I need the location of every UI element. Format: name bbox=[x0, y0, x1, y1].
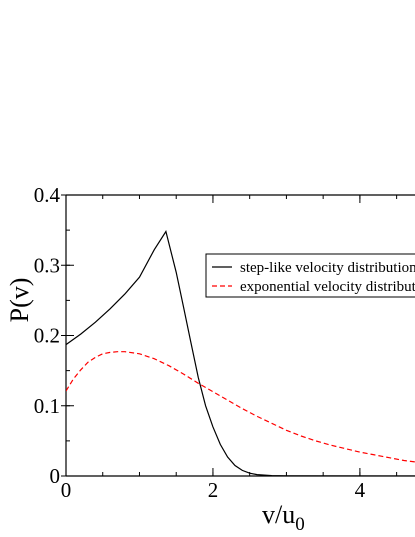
y-tick-label: 0.3 bbox=[34, 253, 60, 277]
legend: step-like velocity distribution exponenti… bbox=[205, 253, 415, 298]
x-tick-label: 4 bbox=[355, 478, 366, 502]
x-axis-label-subscript: 0 bbox=[295, 514, 305, 535]
x-axis-label-main: v/u bbox=[262, 500, 295, 529]
series-line-exponential-velocity-distribution bbox=[66, 351, 415, 463]
y-tick-label: 0.2 bbox=[34, 324, 60, 348]
series-line-step-like-velocity-distribution bbox=[66, 230, 415, 476]
axis-labels: P(v) v/u0 bbox=[5, 278, 305, 535]
series-lines bbox=[66, 230, 415, 476]
y-tick-label: 0.1 bbox=[34, 394, 60, 418]
x-axis-label: v/u0 bbox=[262, 500, 305, 535]
x-tick-label: 0 bbox=[61, 478, 72, 502]
y-axis-label: P(v) bbox=[5, 278, 34, 323]
axes: 0 0.1 0.2 0.3 0.4 0 2 4 bbox=[34, 183, 415, 502]
legend-entry-label: exponential velocity distribution bbox=[240, 279, 415, 295]
y-tick-label: 0.4 bbox=[34, 183, 61, 207]
legend-entry-label: step-like velocity distribution bbox=[240, 260, 415, 276]
x-tick-label: 2 bbox=[208, 478, 219, 502]
y-tick-label: 0 bbox=[50, 464, 61, 488]
legend-box bbox=[205, 253, 415, 298]
